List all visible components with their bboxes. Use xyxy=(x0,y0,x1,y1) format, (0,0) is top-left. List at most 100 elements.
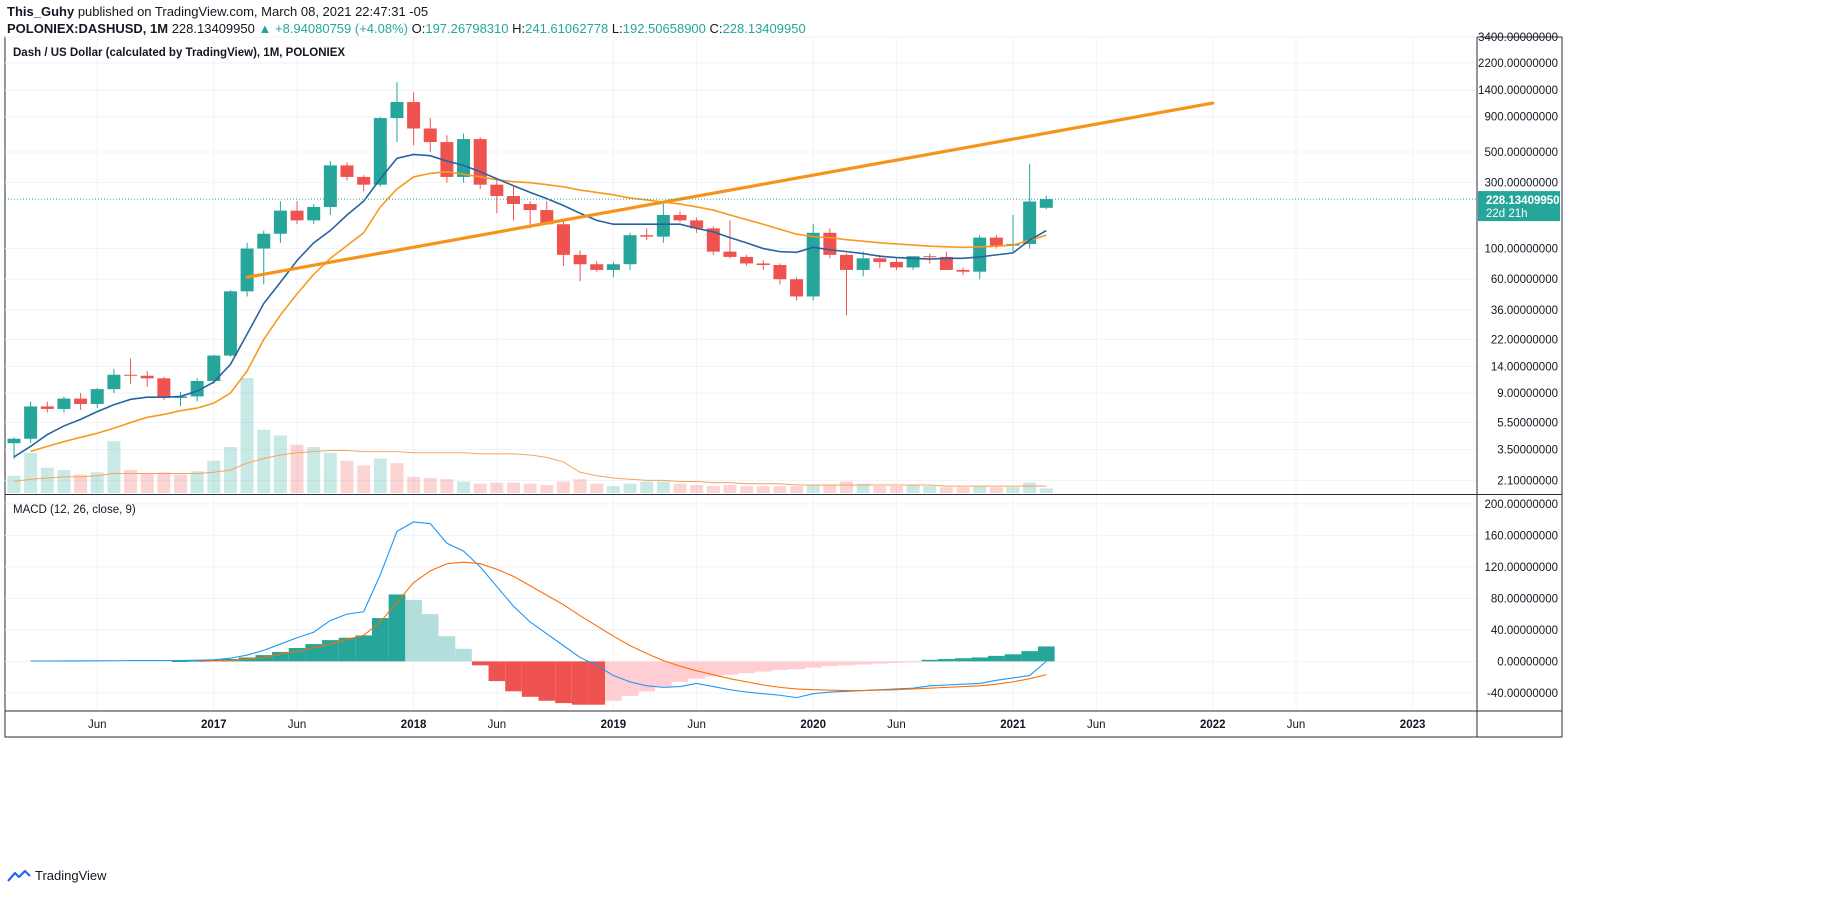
price-tick-label: 2200.00000000 xyxy=(1478,58,1558,70)
volume-bar xyxy=(790,486,804,493)
volume-bar xyxy=(723,484,737,493)
volume-bar xyxy=(357,465,371,493)
candle-body xyxy=(590,264,604,270)
volume-bar xyxy=(124,470,138,493)
macd-histogram-bar xyxy=(272,651,289,662)
last-price-badge xyxy=(1478,191,1560,222)
candle-body xyxy=(523,204,537,211)
price-tick-label: 14.00000000 xyxy=(1491,362,1558,374)
candle-body xyxy=(873,258,887,262)
candle-body xyxy=(373,118,387,185)
macd-histogram-bar xyxy=(355,635,372,662)
volume-bar xyxy=(706,486,720,493)
price-tick-label: 2.10000000 xyxy=(1497,475,1558,487)
volume-bar xyxy=(989,487,1003,493)
candle-body xyxy=(390,102,404,119)
candle-body xyxy=(223,291,237,356)
volume-bar xyxy=(523,483,537,493)
macd-histogram-bar xyxy=(854,661,872,665)
macd-histogram-bar xyxy=(938,659,955,662)
candle-body xyxy=(823,232,837,255)
candle-body xyxy=(939,256,953,270)
macd-histogram-bar xyxy=(405,599,422,662)
candle-body xyxy=(40,406,54,409)
volume-bar xyxy=(823,484,837,493)
macd-histogram-bar xyxy=(372,618,389,662)
price-tick-label: 100.00000000 xyxy=(1484,244,1558,256)
last-price-badge-label: 228.13409950 xyxy=(1486,195,1560,207)
price-tick-label: 22.00000000 xyxy=(1491,334,1558,346)
volume-bar xyxy=(1006,487,1020,493)
volume-bar xyxy=(257,429,271,493)
macd-histogram-bar xyxy=(771,661,789,671)
macd-histogram-bar xyxy=(888,661,905,663)
candle-body xyxy=(723,251,737,257)
volume-bar xyxy=(1039,488,1053,493)
volume-bar xyxy=(407,476,421,493)
volume-bar xyxy=(240,378,254,493)
price-tick-label: 9.00000000 xyxy=(1497,388,1558,400)
volume-bar xyxy=(7,475,21,493)
volume-bar xyxy=(423,478,437,493)
candle-body xyxy=(257,233,271,249)
macd-tick-label: 160.00000000 xyxy=(1484,530,1558,542)
time-tick-label: Jun xyxy=(1087,719,1106,731)
candle-body xyxy=(423,128,437,143)
candle-body xyxy=(573,254,587,265)
candle-body xyxy=(307,206,321,221)
candle-body xyxy=(606,264,620,270)
candle-body xyxy=(407,102,421,129)
candle-body xyxy=(540,210,554,225)
footer-brand: TradingView xyxy=(35,868,107,883)
macd-histogram-bar xyxy=(388,594,406,662)
macd-histogram-bar xyxy=(172,660,189,662)
candle-body xyxy=(107,374,121,390)
volume-bar xyxy=(1023,482,1037,493)
macd-histogram-bar xyxy=(954,658,972,662)
macd-histogram-bar xyxy=(438,636,456,662)
price-tick-label: 900.00000000 xyxy=(1484,112,1558,124)
candle-body xyxy=(90,389,104,404)
time-tick-label: Jun xyxy=(88,719,107,731)
macd-histogram-bar xyxy=(788,661,805,670)
macd-histogram-bar xyxy=(804,661,822,668)
price-tick-label: 36.00000000 xyxy=(1491,305,1558,317)
author-name[interactable]: This_Guhy xyxy=(7,4,75,19)
time-tick-label: Jun xyxy=(288,719,307,731)
time-tick-label: 2021 xyxy=(1000,719,1026,731)
candle-body xyxy=(690,220,704,229)
macd-histogram-bar xyxy=(505,661,522,692)
volume-bar xyxy=(673,483,687,493)
candle-body xyxy=(57,398,71,409)
candle-body xyxy=(556,224,570,255)
macd-histogram-bar xyxy=(1004,654,1022,662)
volume-bar xyxy=(440,479,454,493)
macd-histogram-bar xyxy=(671,661,689,682)
macd-histogram-bar xyxy=(821,661,839,667)
chart-frame xyxy=(4,36,1563,738)
volume-bar xyxy=(457,481,471,493)
macd-histogram-bar xyxy=(655,661,672,687)
price-change: +8.94080759 (+4.08%) xyxy=(274,21,408,36)
candle-body xyxy=(1039,199,1053,208)
candle-body xyxy=(7,438,21,444)
price-tick-label: 300.00000000 xyxy=(1484,178,1558,190)
volume-bar xyxy=(956,487,970,493)
candle-body xyxy=(507,196,520,205)
candle-body xyxy=(973,237,987,272)
trendline xyxy=(245,101,1215,279)
candle-body xyxy=(706,228,720,252)
change-up-icon: ▲ xyxy=(258,21,272,36)
macd-tick-label: 120.00000000 xyxy=(1484,562,1558,574)
tradingview-footer[interactable]: TradingView xyxy=(7,868,107,883)
chart-title: Dash / US Dollar (calculated by TradingV… xyxy=(13,47,345,59)
high-label: H: xyxy=(512,21,526,36)
candle-body xyxy=(340,165,354,177)
low-value: 192.50658900 xyxy=(622,21,706,36)
volume-bar xyxy=(174,474,187,493)
low-label: L: xyxy=(611,21,623,36)
macd-title: MACD (12, 26, close, 9) xyxy=(13,504,136,516)
macd-histogram-bar xyxy=(255,655,273,662)
time-tick-label: 2023 xyxy=(1400,719,1426,731)
